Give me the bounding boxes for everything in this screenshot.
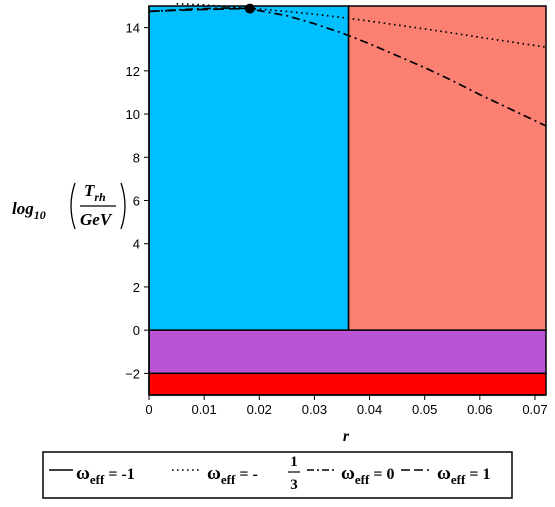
legend-item-1-symbol: ω <box>76 463 90 484</box>
y-axis-label: log10 Trh GeV <box>12 181 126 230</box>
y-tick-labels: −2 0 2 4 6 8 10 12 14 <box>125 21 140 382</box>
chart-series <box>148 2 547 127</box>
x-tick-label: 0.01 <box>191 402 216 417</box>
legend-item-3: ωeff = 0 <box>307 463 394 487</box>
y-label-right-paren <box>120 182 126 230</box>
region-2 <box>347 5 547 331</box>
y-tick-label: 6 <box>133 194 140 209</box>
region-4 <box>148 372 547 396</box>
x-axis-label: r <box>343 428 350 445</box>
y-label-numerator: T <box>84 181 95 200</box>
legend-item-2-sub: eff <box>221 472 236 487</box>
y-tick-label: 4 <box>133 237 140 252</box>
x-tick-label: 0.07 <box>522 402 547 417</box>
y-tick-label: 0 <box>133 323 140 338</box>
x-tick-label: 0.03 <box>302 402 327 417</box>
legend-item-3-symbol: ω <box>341 463 355 484</box>
legend-item-1-rhs: = -1 <box>108 466 134 483</box>
legend-item-2-rhs: = - <box>239 466 257 483</box>
x-tick-label: 0.04 <box>357 402 382 417</box>
legend-item-1-sub: eff <box>90 472 105 487</box>
svg-text:log10: log10 <box>12 199 46 222</box>
region-1 <box>148 5 350 331</box>
y-label-prefix: log <box>12 199 34 218</box>
svg-text:ωeff= 1: ωeff = 1 <box>437 463 490 487</box>
series-dashdot-line <box>148 7 547 127</box>
y-label-denominator: GeV <box>80 210 113 229</box>
marker-point <box>244 3 255 14</box>
y-label-numerator-sub: rh <box>94 190 106 204</box>
y-tick-label: 12 <box>126 64 140 79</box>
legend-item-4: ωeff = 1 <box>401 463 490 487</box>
legend: ωeff = -1 ωeff = - 1 3 ωeff = 0 ωeff = 1 <box>42 451 513 499</box>
chart-axes <box>144 6 546 400</box>
legend-item-2: ωeff = - 1 3 <box>172 454 300 493</box>
legend-item-2-denominator: 3 <box>290 477 298 493</box>
legend-item-3-sub: eff <box>355 472 370 487</box>
y-tick-label: 2 <box>133 280 140 295</box>
series-dashed-line <box>148 7 249 13</box>
legend-item-4-symbol: ω <box>437 463 451 484</box>
x-tick-label: 0.02 <box>247 402 272 417</box>
x-tick-label: 0.06 <box>467 402 492 417</box>
region-3 <box>148 329 547 375</box>
legend-item-1: ωeff = -1 <box>49 463 135 487</box>
svg-text:ωeff= -: ωeff = - <box>207 463 258 487</box>
y-label-left-paren <box>70 182 76 230</box>
svg-text:ωeff= 0: ωeff = 0 <box>341 463 394 487</box>
svg-text:ωeff= -1: ωeff = -1 <box>76 463 135 487</box>
y-tick-label: 10 <box>126 107 140 122</box>
y-label-prefix-sub: 10 <box>34 208 46 222</box>
x-tick-labels: 0 0.01 0.02 0.03 0.04 0.05 0.06 0.07 <box>145 402 547 417</box>
legend-item-2-symbol: ω <box>207 463 221 484</box>
chart-regions <box>148 5 547 396</box>
legend-box <box>42 451 513 499</box>
x-tick-label: 0.05 <box>412 402 437 417</box>
legend-item-3-rhs: = 0 <box>373 466 394 483</box>
svg-text:Trh: Trh <box>84 181 106 204</box>
legend-item-4-rhs: = 1 <box>469 466 490 483</box>
y-tick-label: 14 <box>126 21 140 36</box>
series-dotted-line <box>176 2 547 48</box>
legend-item-2-numerator: 1 <box>290 454 298 470</box>
y-tick-label: −2 <box>125 366 140 381</box>
x-tick-label: 0 <box>145 402 152 417</box>
legend-item-4-sub: eff <box>451 472 466 487</box>
y-tick-label: 8 <box>133 150 140 165</box>
